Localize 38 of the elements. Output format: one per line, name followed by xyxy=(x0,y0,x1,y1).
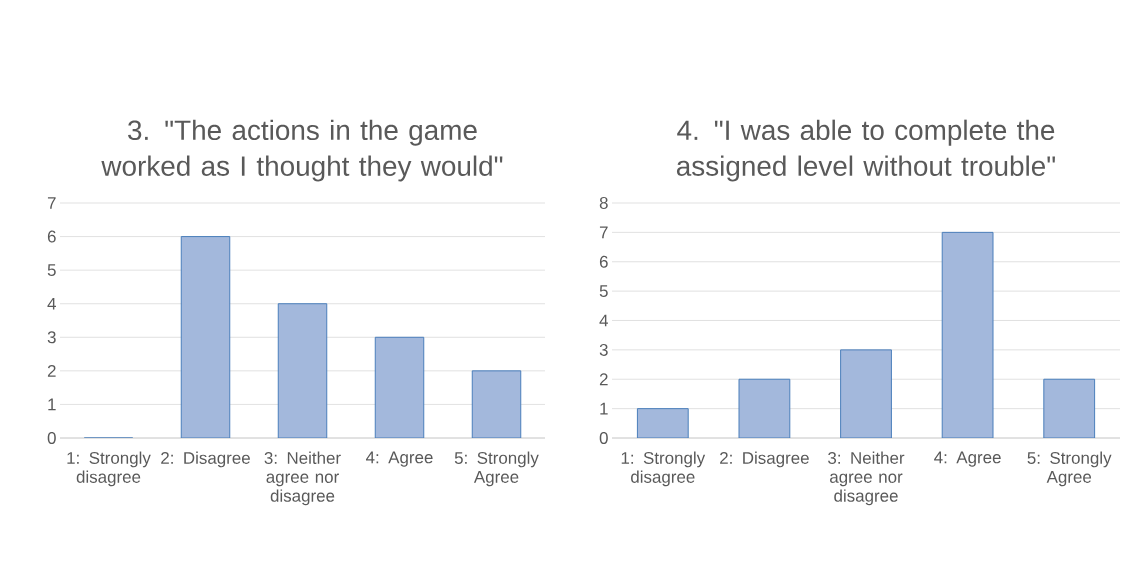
bar xyxy=(738,378,791,438)
bar xyxy=(840,349,892,438)
x-tick-label: 4: Agree xyxy=(366,451,433,467)
x-tick-label: 2: Disagree xyxy=(720,451,809,468)
bar xyxy=(941,231,994,438)
x-tick-label: 2: Disagree xyxy=(161,451,250,468)
x-tick-label: 1: Strongly disagree xyxy=(67,451,151,487)
y-tick-label: 7 xyxy=(599,226,608,239)
bar xyxy=(636,408,689,438)
y-tick-label: 8 xyxy=(599,197,608,209)
x-tick-label: 3: Neither agree nor disagree xyxy=(828,451,905,506)
x-tick-label: 1: Strongly disagree xyxy=(621,451,706,487)
chart-title: 3. "The actions in the game worked as I thought they would" xyxy=(101,119,503,182)
chart-title: 4. "I was able to complete the assigned level without trouble" xyxy=(676,119,1055,182)
y-tick-label: 3 xyxy=(599,343,608,356)
y-tick-label: 4 xyxy=(47,297,56,310)
y-tick-label: 0 xyxy=(47,432,56,444)
y-tick-label: 4 xyxy=(599,314,608,327)
y-tick-label: 1 xyxy=(600,402,608,415)
y-tick-label: 0 xyxy=(599,432,608,444)
x-tick-label: 5: Strongly Agree xyxy=(1027,451,1112,487)
bar xyxy=(1043,378,1096,438)
bar xyxy=(374,336,425,438)
x-tick-label: 4: Agree xyxy=(934,451,1001,467)
y-tick-label: 7 xyxy=(47,197,56,209)
y-tick-label: 2 xyxy=(599,373,608,386)
bar xyxy=(471,370,522,438)
y-tick-label: 5 xyxy=(599,285,608,298)
x-tick-label: 5: Strongly Agree xyxy=(454,451,539,487)
x-tick-label: 3: Neither agree nor disagree xyxy=(264,451,341,506)
y-tick-label: 3 xyxy=(47,331,56,344)
y-tick-label: 6 xyxy=(47,230,56,243)
y-tick-label: 5 xyxy=(47,264,56,277)
y-tick-label: 6 xyxy=(599,255,608,268)
y-tick-label: 1 xyxy=(48,398,56,411)
bar xyxy=(277,303,328,438)
y-tick-label: 2 xyxy=(47,364,56,377)
bar xyxy=(180,236,231,438)
